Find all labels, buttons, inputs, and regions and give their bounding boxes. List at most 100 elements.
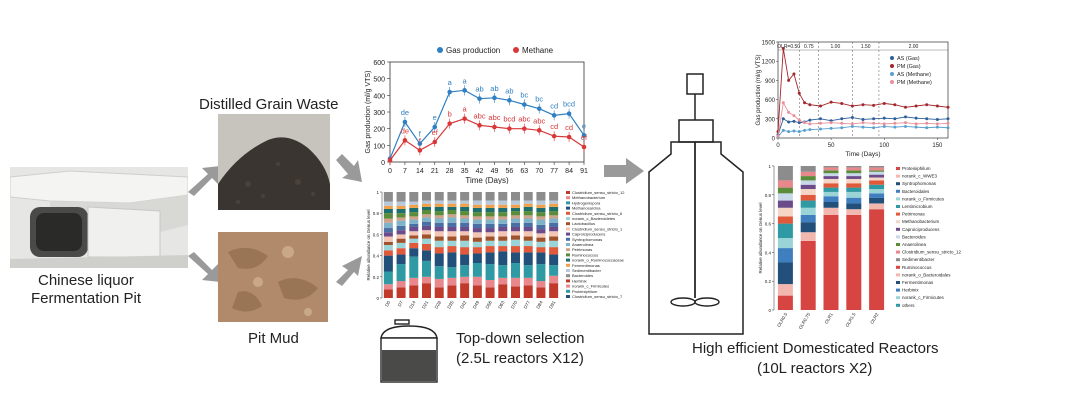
bar-segment: [511, 235, 520, 240]
bar-segment: [823, 173, 839, 177]
bar-segment: [396, 225, 406, 231]
legend-label: Ruminococcus: [902, 265, 932, 270]
arrow-pit-to-grain: [188, 166, 220, 196]
legend-swatch: [566, 243, 570, 246]
significance-label: e: [433, 113, 437, 122]
x-tick-label: D84: [535, 300, 544, 310]
legend-swatch: [896, 167, 900, 170]
y-tick-label: 600: [373, 60, 385, 67]
data-point: [829, 100, 833, 104]
data-point: [925, 121, 929, 125]
bar-segment: [777, 166, 793, 181]
bar-segment: [549, 265, 559, 276]
bar-segment: [846, 197, 862, 204]
x-tick-label: 0: [776, 143, 780, 149]
legend-label: Gas production: [446, 46, 500, 55]
bar-segment: [523, 222, 533, 227]
legend-label: norank_o_Ruminococcaceae: [572, 258, 625, 263]
bar-segment: [409, 285, 419, 298]
bar-segment: [434, 266, 444, 279]
bar-segment: [396, 208, 406, 214]
legend-swatch: [566, 211, 570, 215]
bar-segment: [383, 205, 393, 209]
bar-segment: [823, 191, 839, 197]
legend-label: Lactobacillus: [572, 221, 595, 226]
data-point: [829, 126, 833, 130]
x-tick-label: D77: [523, 300, 532, 310]
legend-label: norank_c_Firmicutes: [902, 295, 945, 300]
bar-segment: [823, 183, 839, 188]
x-tick-label: 28: [446, 168, 454, 175]
data-point: [417, 148, 423, 153]
data-point: [797, 118, 801, 122]
legend-swatch: [896, 296, 900, 300]
legend-swatch: [566, 284, 570, 288]
legend-label: Petrimonas: [902, 212, 926, 217]
legend-label: Clostridium_sensu_stricto_12: [572, 190, 625, 195]
bar-segment: [447, 222, 457, 227]
data-point: [536, 128, 542, 133]
bar-segment: [434, 218, 444, 223]
y-tick-label: 1200: [762, 60, 776, 66]
bar-segment: [498, 192, 508, 201]
bar-segment: [472, 192, 482, 201]
bar-segment: [422, 214, 431, 218]
legend-swatch: [896, 220, 900, 224]
data-point: [819, 127, 822, 131]
bar-segment: [447, 203, 457, 207]
bar-segment: [511, 222, 520, 227]
significance-label: bcd: [563, 100, 575, 109]
bar-segment: [523, 246, 533, 253]
olr-label: 1.50: [861, 44, 871, 50]
bar-segment: [777, 223, 793, 238]
bar-segment: [383, 218, 393, 223]
bar-segment: [536, 233, 546, 238]
legend-label: Clostridium_sensu_stricto_7: [572, 294, 623, 299]
legend-swatch: [566, 201, 570, 205]
legend-label: norank_o_Firmicutes: [902, 196, 945, 201]
bar-segment: [422, 250, 431, 261]
bar-segment: [434, 211, 444, 216]
arrow-up-right-icon: [336, 256, 362, 286]
y-tick-label: 1: [376, 190, 379, 195]
bar-segment: [434, 247, 444, 254]
bar-segment: [498, 251, 508, 266]
data-point: [904, 105, 907, 109]
data-point: [850, 116, 854, 120]
bar-segment: [800, 189, 816, 195]
bar-segment: [485, 240, 495, 247]
legend-swatch: [566, 289, 570, 293]
bar-segment: [536, 219, 546, 225]
bar-segment: [511, 204, 520, 208]
data-point: [819, 121, 822, 125]
significance-label: b: [448, 110, 452, 119]
data-point: [808, 122, 812, 126]
bar-segment: [472, 223, 482, 229]
data-point: [925, 126, 929, 130]
bar-segment: [472, 219, 482, 224]
bar-segment: [409, 223, 419, 227]
data-point: [781, 117, 785, 121]
x-tick-label: D63: [497, 300, 506, 310]
bar-segment: [447, 217, 457, 223]
legend-label: PM (Methane): [897, 80, 932, 86]
data-point: [914, 122, 918, 126]
significance-label: cd: [550, 122, 558, 131]
bar-segment: [434, 231, 444, 237]
bar-segment: [869, 171, 885, 175]
legend-marker: [890, 56, 894, 60]
legend-swatch: [896, 212, 900, 216]
bar-segment: [383, 236, 393, 242]
legend-label: norank_c_Firmicutes: [572, 284, 609, 289]
legend-swatch: [896, 182, 900, 186]
series-line: [389, 118, 585, 161]
bar-segment: [536, 192, 546, 201]
data-point: [872, 117, 876, 121]
bar-segment: [498, 236, 508, 241]
bar-segment: [460, 235, 470, 241]
olr-label: 0.75: [804, 44, 814, 50]
legend-label: Lentimicrobium: [902, 204, 933, 209]
series-line: [777, 48, 949, 132]
bar-segment: [777, 216, 793, 224]
bar-segment: [460, 200, 470, 204]
